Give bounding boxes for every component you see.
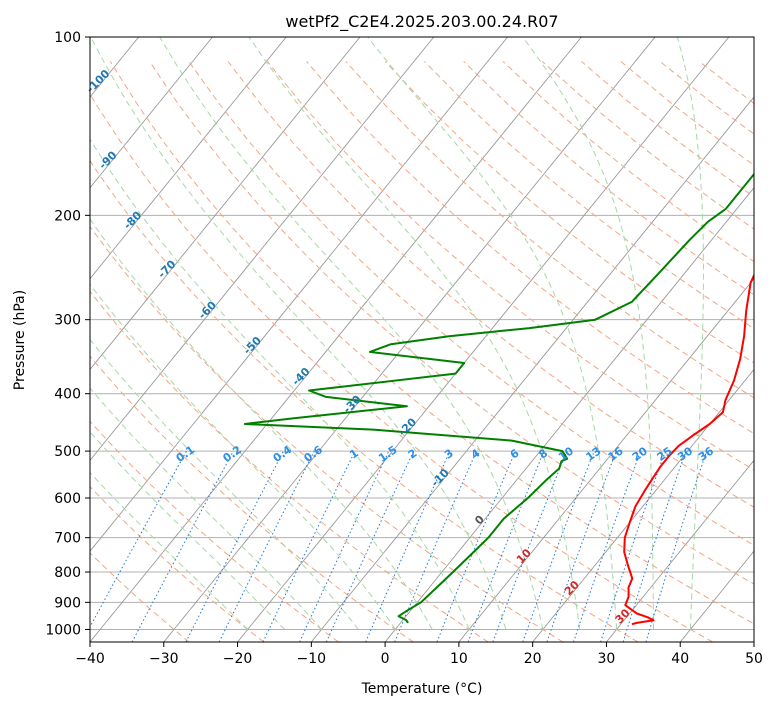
- x-tick-label: 0: [381, 651, 390, 667]
- moist-adiabat: [90, 431, 285, 630]
- isotherm-line: [90, 37, 435, 462]
- moist-adiabat: [90, 138, 470, 630]
- mixing-ratio-line: [436, 450, 516, 642]
- moist-adiabat: [676, 37, 705, 630]
- mixing-ratio-line: [522, 450, 595, 642]
- moist-adiabat: [90, 283, 396, 630]
- y-axis-label: Pressure (hPa): [12, 290, 28, 390]
- y-tick-label: 1000: [45, 622, 81, 638]
- isotherm-line: [0, 37, 65, 642]
- x-tick-label: −30: [149, 651, 179, 667]
- y-tick-label: 500: [54, 444, 81, 460]
- isotherm-line: [237, 37, 730, 642]
- isotherm-line: [163, 37, 656, 642]
- y-tick-label: 400: [54, 387, 81, 403]
- mixing-ratio-line: [218, 450, 315, 642]
- x-tick-label: 10: [450, 651, 468, 667]
- mixing-ratio-line: [365, 450, 451, 642]
- dry-adiabat: [90, 225, 564, 642]
- moist-adiabat: [90, 37, 507, 630]
- moist-adiabat: [522, 37, 654, 630]
- isotherm-line: [532, 368, 754, 642]
- dry-adiabat: [90, 92, 713, 642]
- dewpoint-profile: [243, 172, 754, 624]
- isotherm-line: [679, 550, 754, 642]
- isotherm-line: [90, 37, 361, 371]
- plot-frame: [89, 36, 755, 643]
- mixing-ratio-line: [573, 450, 642, 642]
- isotherm-line: [310, 96, 754, 642]
- x-tick-label: −40: [75, 651, 105, 667]
- mixing-ratio-line: [622, 450, 687, 642]
- x-tick-label: −20: [223, 651, 253, 667]
- temperature-profile: [623, 273, 754, 626]
- y-tick-label: 100: [54, 30, 81, 46]
- axis-ticks: −40 −30 −20 −10 0 10 20 30 40 50 100 200 300 400 500 60…: [45, 30, 763, 667]
- mixing-ratio-line: [546, 450, 617, 642]
- mixing-ratio-line: [467, 450, 545, 642]
- mixing-ratio-line: [492, 450, 568, 642]
- mixing-ratio-line: [645, 450, 708, 642]
- mixing-ratio-line: [131, 450, 234, 642]
- dry-adiabat: [188, 61, 754, 546]
- moist-adiabat: [159, 37, 544, 630]
- dry-adiabat: [267, 61, 754, 471]
- y-tick-label: 800: [54, 565, 81, 581]
- y-tick-label: 200: [54, 208, 81, 224]
- moist-adiabat: [367, 37, 618, 630]
- data-series: [243, 172, 754, 626]
- dry-adiabat: [90, 290, 489, 642]
- isotherm-line: [384, 187, 754, 642]
- dry-adiabat: [90, 355, 414, 642]
- dry-adiabat: [109, 61, 754, 625]
- mixing-ratio-line: [600, 450, 666, 642]
- y-tick-label: 600: [54, 491, 81, 507]
- y-tick-label: 700: [54, 531, 81, 547]
- moist-adiabat: [90, 471, 249, 630]
- isotherm-line: [753, 641, 754, 642]
- dry-adiabat: [227, 61, 754, 508]
- moist-adiabat: [90, 218, 433, 630]
- dry-adiabat: [306, 61, 754, 435]
- x-tick-label: −10: [297, 651, 327, 667]
- x-tick-label: 20: [524, 651, 542, 667]
- chart-title: wetPf2_C2E4.2025.203.00.24.R07: [285, 12, 558, 32]
- moist-adiabat: [248, 37, 581, 630]
- dry-adiabat: [149, 61, 754, 585]
- x-tick-label: 40: [671, 651, 689, 667]
- mixing-ratio-line: [90, 450, 187, 628]
- y-tick-label: 900: [54, 595, 81, 611]
- dry-adiabat: [345, 61, 754, 399]
- dry-adiabat: [90, 552, 190, 642]
- moist-adiabat: [90, 387, 322, 630]
- dry-adiabat: [90, 159, 639, 642]
- x-tick-label: 30: [598, 651, 616, 667]
- background-lines: [0, 37, 754, 642]
- y-tick-label: 300: [54, 313, 81, 329]
- x-axis-label: Temperature (°C): [361, 681, 483, 697]
- mixing-ratio-line: [394, 450, 477, 642]
- moist-adiabat: [90, 338, 359, 630]
- x-tick-label: 50: [745, 651, 763, 667]
